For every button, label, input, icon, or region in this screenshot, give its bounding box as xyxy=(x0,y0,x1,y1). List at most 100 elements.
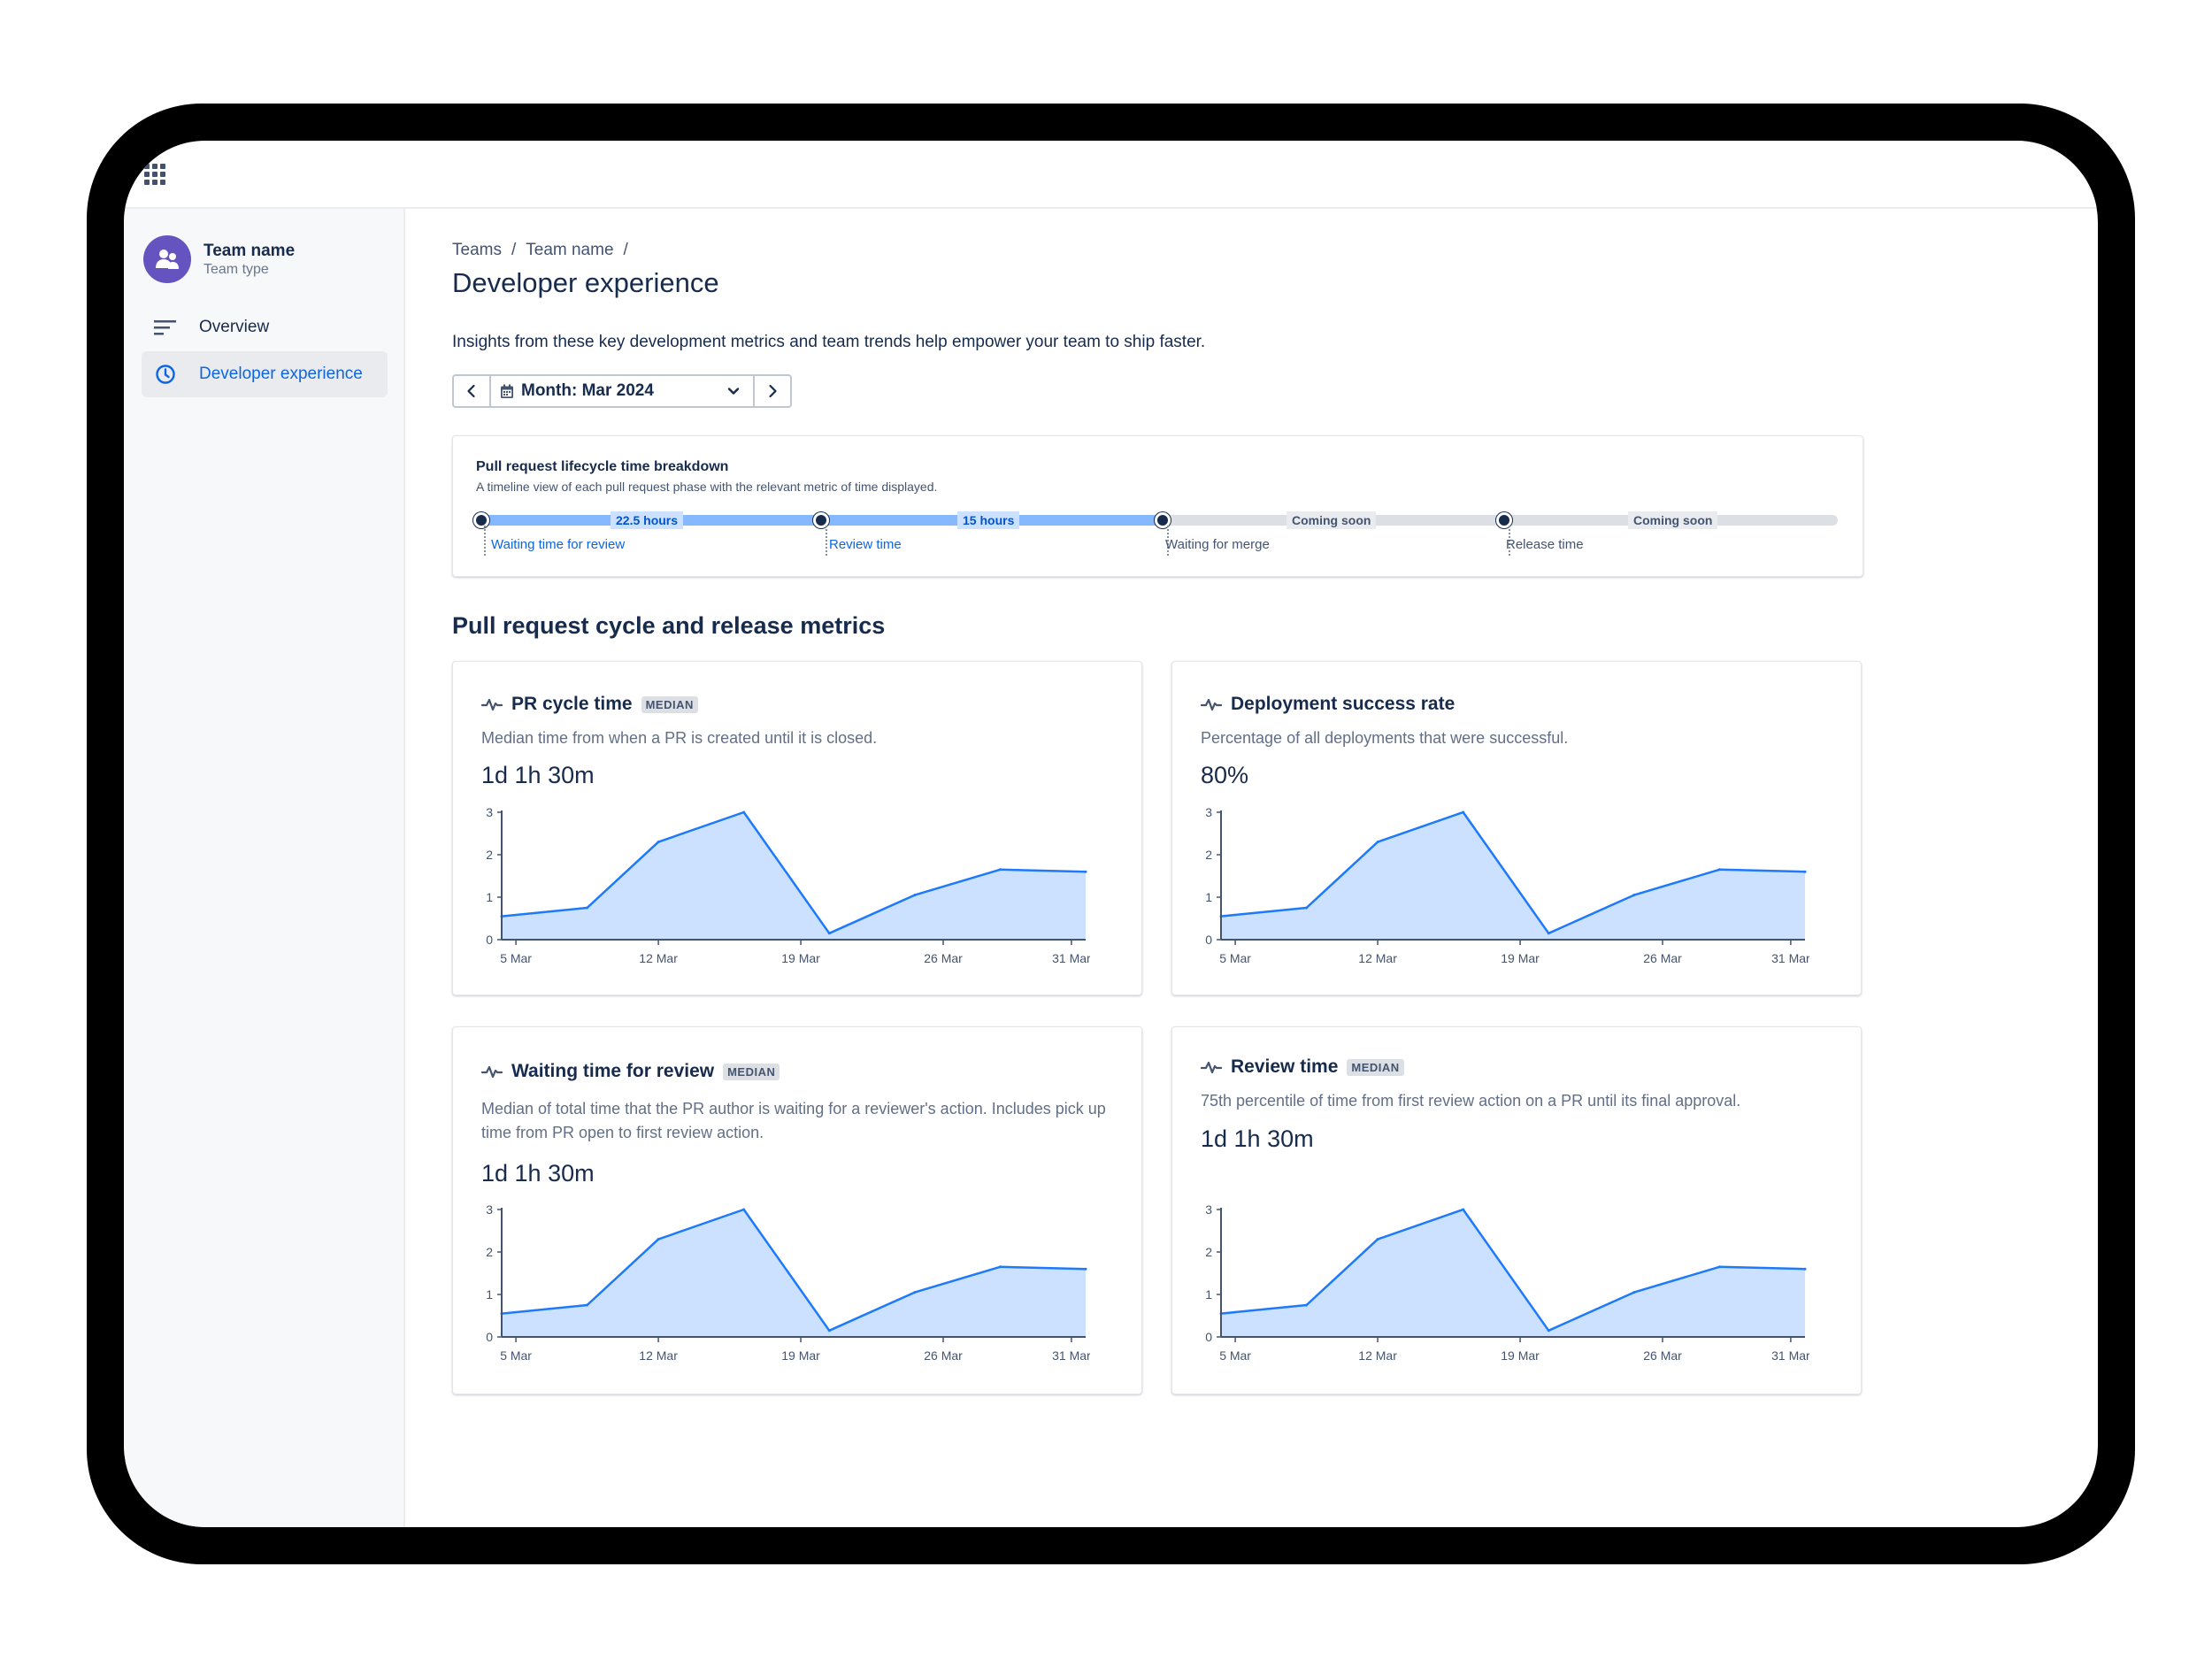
y-tick-label: 3 xyxy=(1205,805,1212,819)
card-title: Review time xyxy=(1231,1056,1339,1077)
data-point xyxy=(1084,870,1087,873)
data-point xyxy=(1632,894,1636,897)
x-tick-label: 31 Mar xyxy=(1771,1348,1809,1363)
timeline-node xyxy=(1496,512,1512,528)
lines-icon xyxy=(154,316,177,339)
team-avatar-icon xyxy=(143,235,191,283)
section-title: Pull request cycle and release metrics xyxy=(452,612,886,639)
card-header: Review time MEDIAN xyxy=(1201,1056,1404,1078)
y-tick-label: 2 xyxy=(1205,1245,1212,1259)
app-screen: Team name Team type Overview xyxy=(124,141,2098,1527)
y-tick-label: 3 xyxy=(486,805,493,819)
card-value: 1d 1h 30m xyxy=(481,762,595,788)
data-point xyxy=(657,1238,660,1241)
data-point xyxy=(742,1208,746,1211)
chevron-right-icon xyxy=(769,384,777,398)
sidebar: Team name Team type Overview xyxy=(124,209,405,1527)
page-title: Developer experience xyxy=(452,267,719,298)
data-point xyxy=(1462,810,1465,814)
timeline-node xyxy=(473,512,489,528)
pr-cycle-time-chart: 0 1 2 3 5 Mar 12 Mar 19 Mar 26 Mar 31 Mar xyxy=(486,805,1090,965)
data-point xyxy=(586,1303,589,1307)
x-tick-label: 12 Mar xyxy=(1358,1348,1397,1363)
activity-icon xyxy=(1201,698,1222,711)
data-point xyxy=(827,1329,831,1333)
median-lozenge: MEDIAN xyxy=(641,695,698,713)
breadcrumb-teams[interactable]: Teams xyxy=(452,241,502,259)
month-picker: Month: Mar 2024 xyxy=(452,374,792,408)
x-tick-label: 31 Mar xyxy=(1052,951,1090,965)
sidebar-item-developer-experience[interactable]: Developer experience xyxy=(142,351,388,397)
y-tick-label: 1 xyxy=(1205,890,1212,904)
data-point xyxy=(1462,1208,1465,1211)
data-point xyxy=(742,810,746,814)
waiting-for-merge-label: Waiting for merge xyxy=(1165,537,1270,552)
next-month-button[interactable] xyxy=(755,376,790,406)
review-time-link[interactable]: Review time xyxy=(829,537,902,552)
y-tick-label: 2 xyxy=(486,848,493,862)
x-tick-label: 19 Mar xyxy=(1501,1348,1540,1363)
top-navigation xyxy=(124,141,2098,209)
data-point xyxy=(913,1291,917,1294)
breadcrumb: Teams / Team name / xyxy=(452,241,638,260)
sidebar-item-label: Overview xyxy=(199,318,270,336)
y-tick-label: 0 xyxy=(1205,933,1212,947)
timeline-coming-soon-badge: Coming soon xyxy=(1628,511,1718,529)
breadcrumb-separator: / xyxy=(511,241,517,259)
area-fill xyxy=(502,812,1086,940)
series-line xyxy=(501,1208,1087,1333)
month-label: Month: Mar 2024 xyxy=(521,381,654,400)
previous-month-button[interactable] xyxy=(454,376,489,406)
calendar-icon xyxy=(501,384,513,398)
card-description: Median time from when a PR is created un… xyxy=(481,729,878,747)
timeline-tick xyxy=(1509,526,1510,556)
data-point xyxy=(1305,1303,1309,1307)
y-tick-label: 2 xyxy=(1205,848,1212,862)
y-tick-label: 3 xyxy=(1205,1202,1212,1217)
sidebar-item-label: Developer experience xyxy=(199,365,363,383)
chevron-down-icon xyxy=(726,386,741,396)
deployment-success-rate-chart: 0 1 2 3 5 Mar 12 Mar 19 Mar 26 Mar 31 Mar xyxy=(1205,805,1809,965)
metric-card-review-time[interactable]: Review time MEDIAN 75th percentile of ti… xyxy=(1171,1026,1862,1394)
x-tick-label: 5 Mar xyxy=(1219,1348,1251,1363)
team-header[interactable]: Team name Team type xyxy=(143,235,295,283)
x-tick-label: 26 Mar xyxy=(1643,951,1682,965)
y-tick-label: 1 xyxy=(486,1287,493,1302)
month-select[interactable]: Month: Mar 2024 xyxy=(489,376,755,406)
y-tick-label: 0 xyxy=(486,933,493,947)
timeline-tick xyxy=(1167,526,1169,556)
x-tick-label: 5 Mar xyxy=(500,1348,532,1363)
app-switcher-grid-icon[interactable] xyxy=(144,164,165,185)
team-type: Team type xyxy=(204,261,269,277)
series-line xyxy=(1220,810,1806,935)
area-fill xyxy=(1221,1210,1805,1337)
card-title: Deployment success rate xyxy=(1231,694,1455,714)
y-tick-label: 1 xyxy=(486,890,493,904)
data-point xyxy=(1717,868,1721,872)
x-tick-label: 12 Mar xyxy=(639,951,678,965)
metric-card-deployment-success-rate[interactable]: Deployment success rate Percentage of al… xyxy=(1171,661,1862,995)
median-lozenge: MEDIAN xyxy=(723,1063,780,1080)
metric-card-waiting-time-for-review[interactable]: Waiting time for review MEDIAN Median of… xyxy=(452,1026,1142,1394)
waiting-time-for-review-chart: 0 1 2 3 5 Mar 12 Mar 19 Mar 26 Mar 31 Mar xyxy=(486,1202,1090,1363)
data-point xyxy=(1717,1265,1721,1269)
card-header: PR cycle time MEDIAN xyxy=(481,694,698,715)
waiting-time-for-review-link[interactable]: Waiting time for review xyxy=(491,537,626,552)
lifecycle-title: Pull request lifecycle time breakdown xyxy=(476,459,729,474)
main-content: Teams / Team name / Developer experience… xyxy=(405,209,2098,1527)
y-tick-label: 2 xyxy=(486,1245,493,1259)
x-tick-label: 26 Mar xyxy=(924,1348,963,1363)
x-tick-label: 31 Mar xyxy=(1052,1348,1090,1363)
lifecycle-breakdown-card: Pull request lifecycle time breakdown A … xyxy=(452,435,1863,577)
breadcrumb-team-name[interactable]: Team name xyxy=(526,241,614,259)
data-point xyxy=(1803,870,1807,873)
card-value: 1d 1h 30m xyxy=(481,1160,595,1187)
data-point xyxy=(1305,906,1309,910)
metric-card-pr-cycle-time[interactable]: PR cycle time MEDIAN Median time from wh… xyxy=(452,661,1142,995)
x-tick-label: 12 Mar xyxy=(1358,951,1397,965)
data-point xyxy=(1632,1291,1636,1294)
x-tick-label: 5 Mar xyxy=(1219,951,1251,965)
timeline-node xyxy=(1155,512,1171,528)
y-tick-label: 0 xyxy=(486,1330,493,1344)
sidebar-item-overview[interactable]: Overview xyxy=(142,304,388,350)
